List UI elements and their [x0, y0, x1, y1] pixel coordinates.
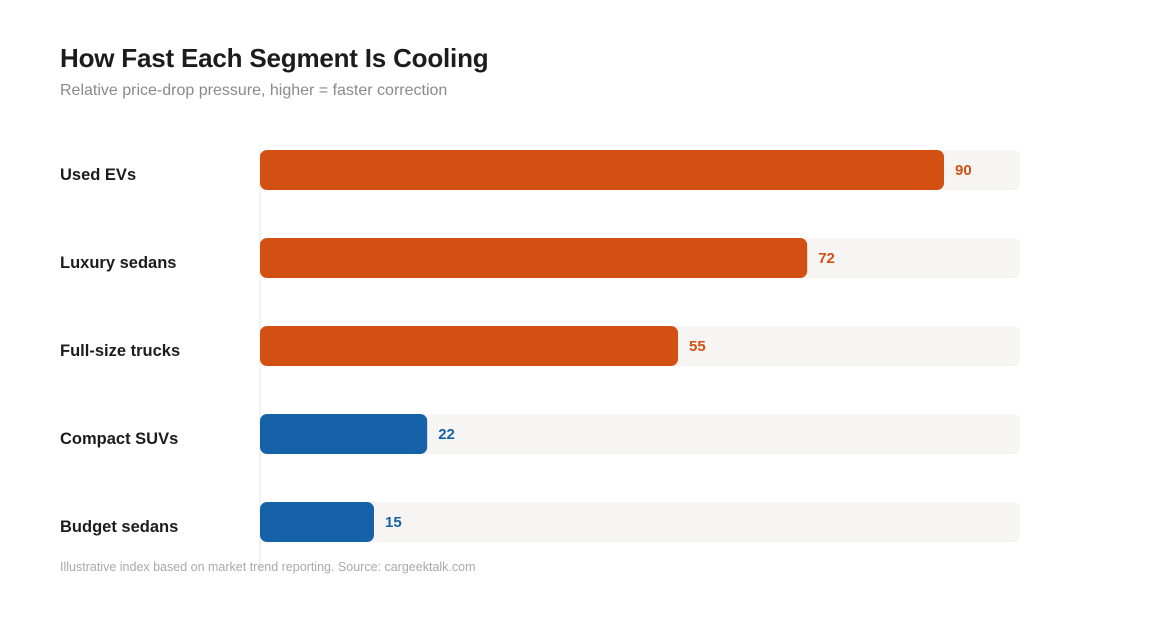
chart-subtitle: Relative price-drop pressure, higher = f… [60, 82, 448, 99]
chart-footnote: Illustrative index based on market trend… [60, 560, 476, 574]
category-label: Luxury sedans [60, 254, 176, 272]
bar-track [260, 502, 1020, 542]
bar [260, 150, 944, 190]
bar [260, 238, 808, 278]
category-label: Compact SUVs [60, 430, 178, 448]
bars-layer: Used EVs 90 Luxury sedans 72 Full-size truck… [60, 150, 1020, 570]
category-label: Budget sedans [60, 518, 178, 536]
bar-track [260, 414, 1020, 454]
bar [260, 502, 374, 542]
category-label: Used EVs [60, 166, 136, 184]
value-label: 72 [818, 250, 835, 267]
bar [260, 414, 428, 454]
value-label: 22 [438, 426, 455, 443]
bar [260, 326, 678, 366]
value-label: 90 [955, 162, 972, 179]
value-label: 15 [385, 514, 402, 531]
chart-title: How Fast Each Segment Is Cooling [60, 43, 489, 73]
value-label: 55 [689, 338, 706, 355]
category-label: Full-size trucks [60, 342, 180, 360]
